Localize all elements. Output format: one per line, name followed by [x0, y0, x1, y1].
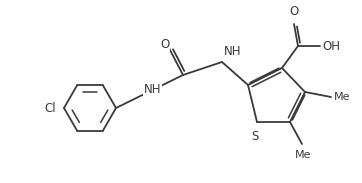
Text: S: S	[251, 130, 259, 143]
Text: Cl: Cl	[45, 102, 56, 115]
Text: Me: Me	[334, 92, 350, 102]
Text: NH: NH	[144, 83, 161, 96]
Text: OH: OH	[322, 40, 340, 53]
Text: O: O	[289, 5, 299, 18]
Text: Me: Me	[295, 150, 311, 160]
Text: O: O	[160, 38, 170, 51]
Text: NH: NH	[224, 45, 241, 58]
